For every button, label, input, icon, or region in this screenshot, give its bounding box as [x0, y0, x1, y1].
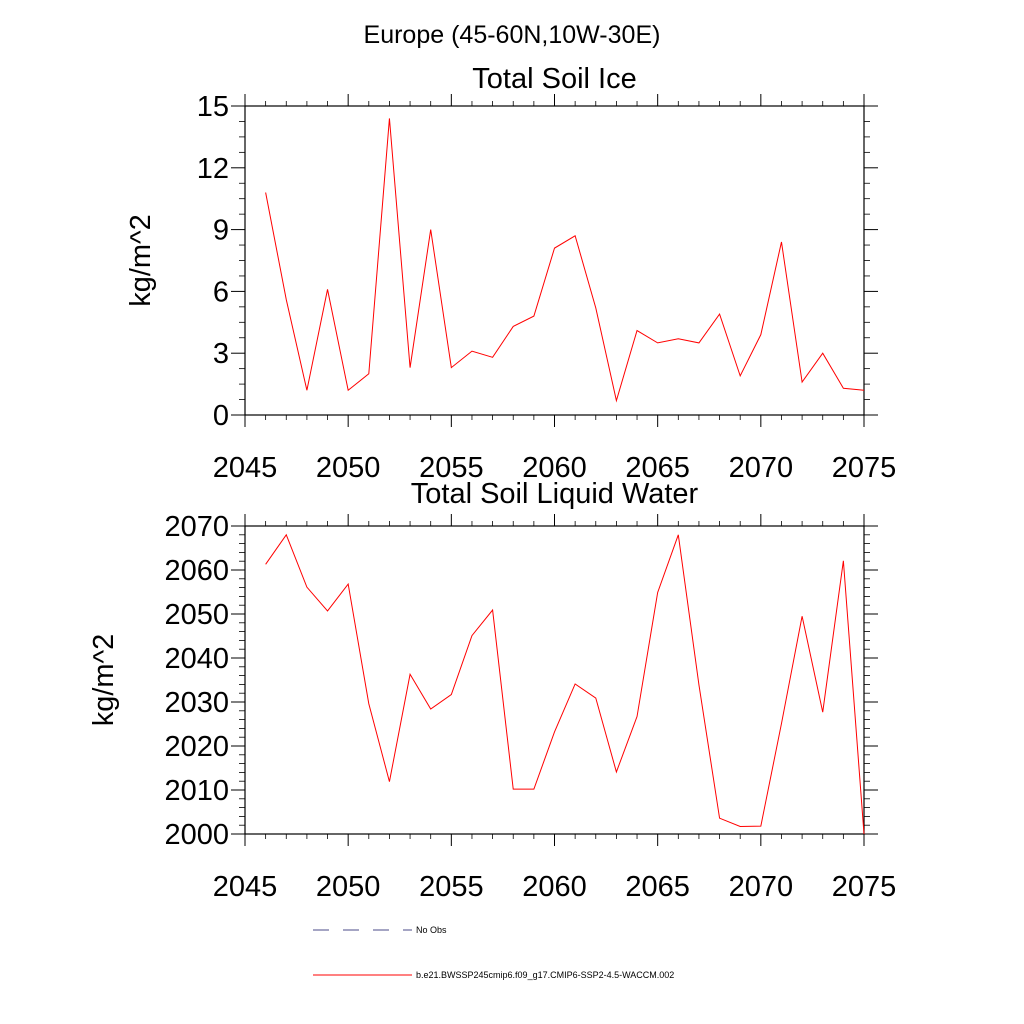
- y-tick-label: 6: [213, 276, 229, 308]
- series-line-0: [265, 118, 865, 403]
- x-tick-label: 2060: [522, 452, 587, 484]
- legend-no-obs-label: No Obs: [416, 925, 447, 935]
- y-tick-label: 2050: [164, 599, 229, 631]
- chart-title: Total Soil Ice: [472, 63, 636, 95]
- x-tick-label: 2050: [316, 871, 381, 903]
- legend: No Obs b.e21.BWSSP245cmip6.f09_g17.CMIP6…: [313, 925, 674, 980]
- panel-total-soil-ice: Total Soil Ice kg/m^2 2045 2050 2055 2060 2065…: [125, 63, 896, 484]
- x-tick-label: 2055: [419, 871, 484, 903]
- x-tick-label: 2075: [832, 452, 897, 484]
- y-tick-label: 2030: [164, 687, 229, 719]
- series-line-0: [265, 533, 865, 835]
- x-tick-label: 2050: [316, 452, 381, 484]
- x-tick-label: 2045: [213, 871, 278, 903]
- x-tick-label: 2075: [832, 871, 897, 903]
- x-tick-label: 2070: [729, 871, 794, 903]
- x-tick-label: 2070: [729, 452, 794, 484]
- y-tick-label: 2010: [164, 775, 229, 807]
- y-tick-label: 0: [213, 400, 229, 432]
- y-tick-label: 3: [213, 338, 229, 370]
- y-tick-label: 2020: [164, 731, 229, 763]
- y-tick-label: 2000: [164, 819, 229, 851]
- legend-model-label: b.e21.BWSSP245cmip6.f09_g17.CMIP6-SSP2-4…: [416, 970, 674, 980]
- x-tick-label: 2045: [213, 452, 278, 484]
- x-tick-label: 2055: [419, 452, 484, 484]
- y-axis-label: kg/m^2: [88, 634, 120, 727]
- x-tick-label: 2065: [625, 452, 690, 484]
- chart-title: Total Soil Liquid Water: [411, 478, 699, 510]
- x-tick-label: 2060: [522, 871, 587, 903]
- y-tick-label: 2060: [164, 555, 229, 587]
- plot-frame: [244, 105, 865, 416]
- y-tick-label: 2040: [164, 643, 229, 675]
- y-axis-label: kg/m^2: [125, 214, 157, 307]
- panel-total-soil-liquid-water: Total Soil Liquid Water kg/m^2 2045 2050 205…: [88, 478, 896, 903]
- y-tick-label: 9: [213, 215, 229, 247]
- y-tick-label: 2070: [164, 511, 229, 543]
- x-tick-label: 2065: [625, 871, 690, 903]
- y-tick-label: 15: [197, 91, 229, 123]
- y-tick-label: 12: [197, 153, 229, 185]
- figure-title: Europe (45-60N,10W-30E): [364, 21, 661, 49]
- plot-frame: [244, 525, 865, 835]
